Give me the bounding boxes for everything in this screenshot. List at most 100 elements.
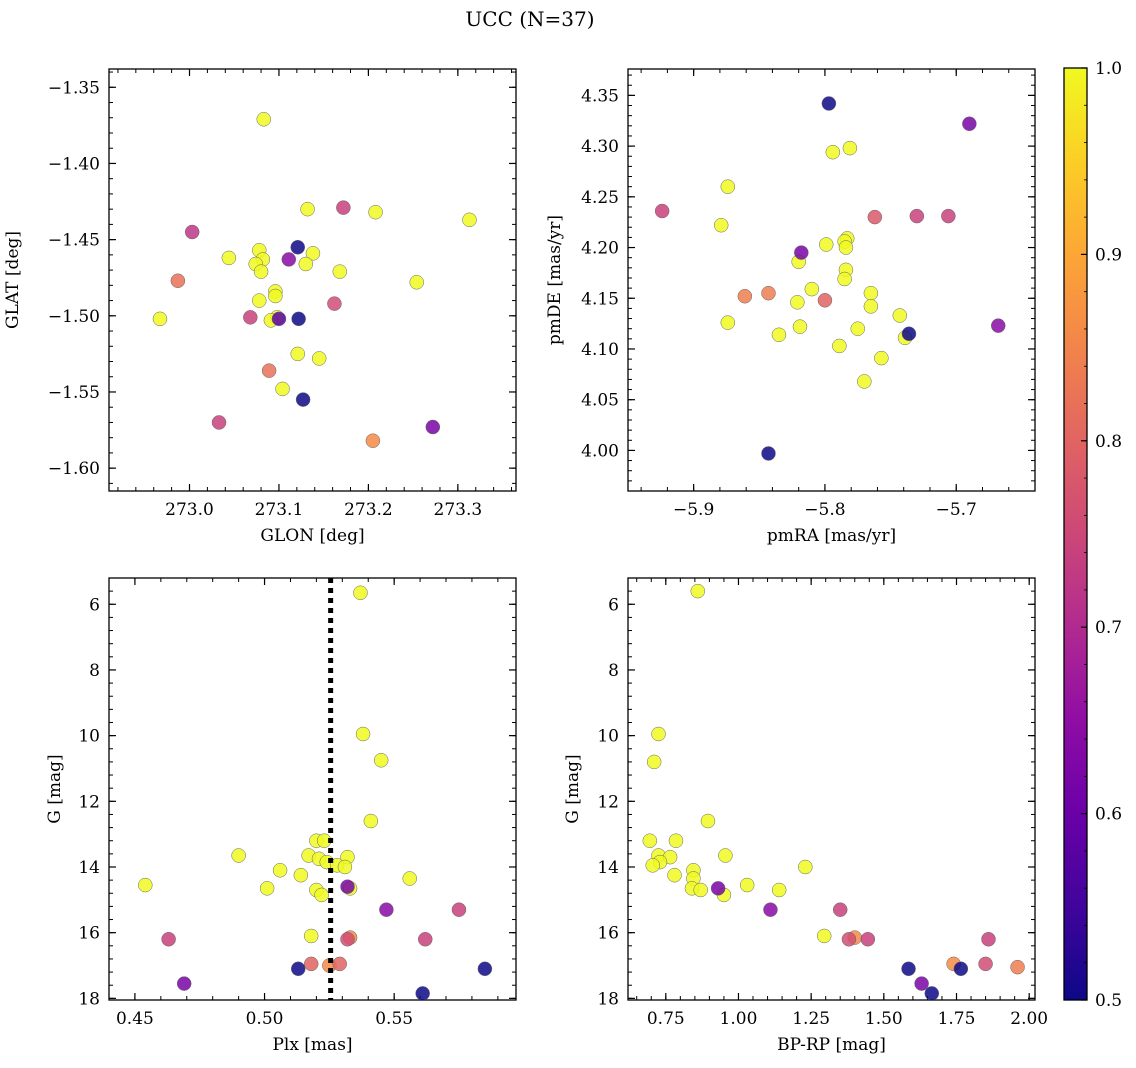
data-point <box>425 419 441 435</box>
y-tick-label: 18 <box>597 989 619 1009</box>
data-point <box>832 902 848 917</box>
data-point <box>409 275 424 290</box>
x-tick-label: −5.9 <box>673 500 714 520</box>
x-tick-label: 0.50 <box>246 1009 284 1029</box>
data-point <box>221 250 237 266</box>
colorbar-tick-label: 0.8 <box>1095 432 1122 452</box>
data-points <box>152 112 477 448</box>
data-point <box>290 346 305 362</box>
data-point <box>252 293 267 308</box>
data-point <box>256 112 271 127</box>
data-point <box>713 217 729 233</box>
data-point <box>363 813 379 829</box>
data-point <box>337 859 353 875</box>
data-point <box>275 381 290 397</box>
colorbar-tick-label: 0.9 <box>1095 245 1122 265</box>
data-point <box>1010 959 1025 975</box>
y-axis-label: G [mag] <box>563 754 583 823</box>
data-point <box>231 848 246 863</box>
x-tick-label: 273.3 <box>434 500 483 520</box>
y-tick-label: 6 <box>89 595 100 615</box>
data-point <box>825 144 841 160</box>
data-point <box>368 204 383 220</box>
y-tick-label: 16 <box>78 924 100 944</box>
y-tick-label: 8 <box>89 661 100 681</box>
data-point <box>355 726 371 742</box>
colorbar-gradient <box>1063 67 1088 1001</box>
data-point <box>402 871 417 886</box>
y-tick-label: −1.35 <box>48 78 100 98</box>
data-point <box>832 338 847 354</box>
data-point <box>909 208 925 224</box>
data-points <box>138 585 493 1000</box>
data-point <box>901 961 916 977</box>
data-point <box>771 327 787 343</box>
y-tick-label: 4.15 <box>581 289 619 309</box>
data-point <box>332 956 347 972</box>
data-point <box>818 237 834 252</box>
data-point <box>152 311 168 327</box>
y-tick-label: 6 <box>608 595 619 615</box>
data-point <box>763 902 778 917</box>
data-point <box>271 311 287 327</box>
panel-pmra-pmde: −5.9 −5.8 −5.7 4.35 4.30 4.25 4.20 4.15 4.10 4.05… <box>545 68 1036 546</box>
data-point <box>798 859 813 875</box>
data-point <box>138 877 153 893</box>
x-tick-label: 1.75 <box>938 1009 976 1029</box>
data-point <box>311 351 327 366</box>
y-tick-label: 4.05 <box>581 391 619 411</box>
y-tick-label: 4.35 <box>581 86 619 106</box>
data-point <box>790 295 805 310</box>
data-point <box>794 245 809 260</box>
data-point <box>332 264 348 279</box>
data-point <box>295 392 311 407</box>
data-point <box>737 288 753 304</box>
data-point <box>161 931 176 947</box>
data-point <box>841 931 857 947</box>
data-point <box>821 96 837 111</box>
data-point <box>668 833 684 848</box>
data-point <box>243 310 258 325</box>
y-tick-label: −1.45 <box>48 231 100 251</box>
data-point <box>990 318 1006 333</box>
data-point <box>720 179 736 194</box>
data-point <box>176 976 192 991</box>
data-point <box>693 882 708 898</box>
panel-plx-g: 0.45 0.50 0.55 6 8 10 12 14 16 18 Plx [mas] G [mag] <box>45 577 517 1055</box>
data-point <box>272 863 288 878</box>
data-point <box>981 931 996 947</box>
data-point <box>842 140 858 156</box>
data-point <box>804 281 820 297</box>
y-tick-label: 10 <box>78 727 100 747</box>
data-point <box>340 879 355 894</box>
data-point <box>739 877 755 893</box>
data-point <box>281 252 297 267</box>
figure-title: UCC (N=37) <box>465 7 594 31</box>
y-tick-label: −1.55 <box>48 383 100 403</box>
axes-frame <box>108 68 517 492</box>
x-tick-label: 1.00 <box>720 1009 758 1029</box>
data-point <box>365 433 381 448</box>
data-point <box>857 374 872 389</box>
y-tick-label: 14 <box>597 858 619 878</box>
data-point <box>462 212 477 228</box>
data-point <box>914 976 929 991</box>
data-point <box>700 813 716 829</box>
data-point <box>718 848 733 863</box>
data-point <box>211 415 227 430</box>
data-point <box>170 273 186 289</box>
data-point <box>291 311 306 327</box>
data-point <box>303 956 319 972</box>
x-tick-label: 1.25 <box>792 1009 830 1029</box>
data-point <box>817 293 833 308</box>
y-tick-label: 14 <box>78 858 100 878</box>
data-point <box>353 585 368 601</box>
x-tick-label: 2.00 <box>1010 1009 1048 1029</box>
data-point <box>303 928 319 944</box>
data-point <box>327 296 342 311</box>
data-point <box>268 288 283 304</box>
data-point <box>314 887 329 903</box>
data-point <box>451 902 467 917</box>
x-axis-label: Plx [mas] <box>272 1035 352 1055</box>
data-point <box>720 315 736 330</box>
